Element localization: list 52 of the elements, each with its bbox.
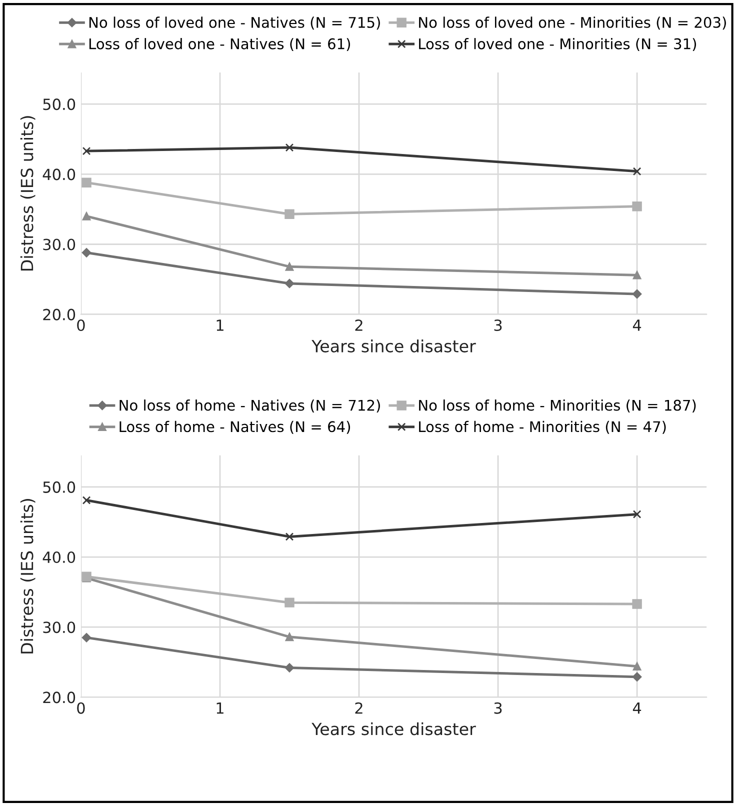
- x-tick-label: 3: [494, 319, 502, 332]
- x-tick-label: 4: [632, 702, 642, 714]
- y-tick-label: 40.0: [42, 168, 76, 180]
- point: [82, 248, 92, 258]
- point: [82, 496, 91, 504]
- legend-label: No loss of loved one - Minorities (N = 203): [419, 16, 726, 30]
- point: [285, 143, 294, 152]
- legend-label: No loss of home - Minorities (N = 187): [419, 399, 696, 412]
- x-tick-label: 0: [77, 319, 85, 332]
- legend-label: Loss of loved one - Minorities (N = 31): [419, 38, 696, 52]
- point: [632, 289, 642, 299]
- x-tick-label: 1: [216, 702, 224, 714]
- point: [632, 672, 642, 682]
- point: [285, 532, 294, 541]
- y-axis-title: Distress (IES units): [20, 499, 36, 654]
- legend-label: Loss of loved one - Natives (N = 61): [89, 38, 350, 52]
- point: [284, 209, 294, 219]
- point: [284, 598, 294, 608]
- y-tick-label: 50.0: [43, 481, 76, 493]
- legend-label: Loss of home - Minorities (N = 47): [419, 420, 666, 434]
- x-tick-label: 3: [494, 702, 502, 714]
- legend-label: No loss of home - Natives (N = 712): [120, 399, 380, 412]
- point: [285, 262, 294, 271]
- point: [632, 202, 642, 212]
- point: [82, 632, 92, 642]
- x-tick-label: 2: [355, 319, 362, 331]
- x-axis-title: Years since disaster: [312, 722, 476, 736]
- y-tick-label: 20.0: [43, 692, 76, 704]
- legend-label: No loss of loved one - Natives (N = 715): [89, 16, 380, 30]
- point: [285, 632, 294, 642]
- point: [284, 278, 294, 288]
- legend-label: Loss of home - Natives (N = 64): [120, 420, 350, 434]
- x-tick-label: 0: [77, 702, 85, 714]
- point: [82, 178, 92, 188]
- point: [82, 212, 91, 220]
- point: [632, 167, 642, 176]
- x-tick-label: 1: [216, 320, 224, 331]
- y-tick-label: 20.0: [43, 308, 76, 320]
- point: [632, 599, 642, 609]
- y-axis-title: Distress (IES units): [20, 116, 36, 270]
- x-tick-label: 4: [632, 320, 642, 331]
- point: [82, 146, 91, 156]
- point: [632, 270, 642, 280]
- y-tick-label: 30.0: [43, 622, 76, 634]
- x-axis-title: Years since disaster: [312, 340, 476, 352]
- x-tick-label: 2: [355, 702, 362, 714]
- point: [632, 510, 642, 518]
- y-tick-label: 30.0: [43, 238, 76, 250]
- point: [284, 663, 294, 672]
- y-tick-label: 50.0: [43, 98, 76, 110]
- y-tick-label: 40.0: [42, 551, 76, 564]
- point: [632, 662, 642, 671]
